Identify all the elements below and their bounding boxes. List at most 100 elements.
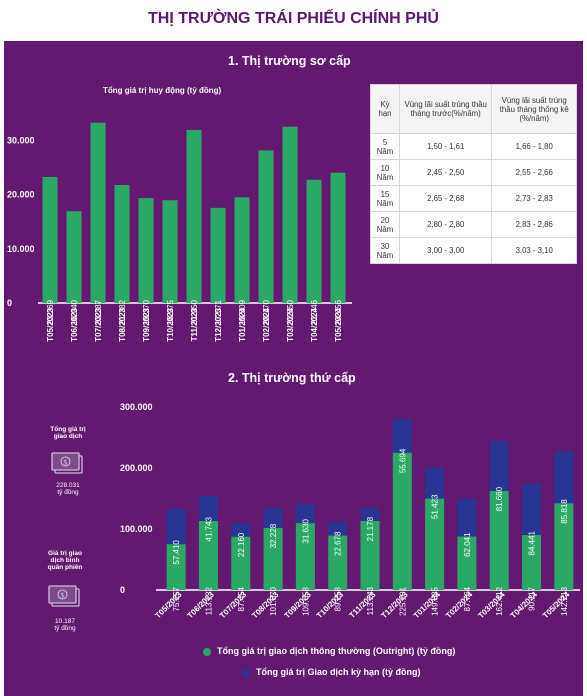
total-trading-value-line1: 228.031 bbox=[56, 482, 80, 489]
data-label-term: 84.441 bbox=[528, 530, 537, 555]
total-trading-value: 228.031 tỷ đồng bbox=[38, 482, 98, 496]
session-average-value-line2: tỷ đồng bbox=[54, 625, 76, 632]
legend-swatch-green bbox=[203, 647, 211, 656]
bar bbox=[330, 172, 346, 303]
data-label-outright: 162.412 bbox=[495, 586, 504, 615]
y-tick-label: 20.000 bbox=[7, 190, 35, 200]
bar-term bbox=[522, 483, 542, 536]
session-average-label-line2: dịch bình bbox=[50, 557, 80, 564]
data-label: 33.287 bbox=[94, 299, 103, 324]
session-average-label: Giá trị giao dịch bình quân phiên bbox=[35, 550, 95, 571]
data-label: 23.269 bbox=[46, 299, 55, 324]
data-label-term: 55.694 bbox=[398, 448, 407, 473]
y-tick-label: 200.000 bbox=[120, 463, 153, 473]
data-label: 32.550 bbox=[286, 299, 295, 324]
total-trading-label-line1: Tổng giá trị bbox=[50, 426, 86, 433]
x-tick-label: T11/2023 bbox=[190, 307, 199, 341]
legend-item-term: Tổng giá trị Giao dịch kỳ hạn (tỷ đồng) bbox=[242, 667, 421, 677]
table-cell-current-rate: 2,83 - 2,86 bbox=[491, 211, 577, 238]
table-cell-term: 5 Năm bbox=[370, 133, 400, 160]
data-label-outright: 90.117 bbox=[528, 586, 537, 610]
data-label-outright: 87.764 bbox=[463, 586, 472, 611]
data-label-outright: 225.101 bbox=[398, 586, 407, 615]
bar bbox=[210, 207, 226, 303]
data-label-term: 21.178 bbox=[366, 516, 375, 541]
legend-label-term: Tổng giá trị Giao dịch kỳ hạn (tỷ đồng) bbox=[256, 667, 421, 677]
bar bbox=[306, 179, 322, 303]
money-icon: $ bbox=[51, 452, 83, 474]
total-trading-value-line2: tỷ đồng bbox=[57, 489, 79, 496]
primary-chart-subtitle: Tổng giá trị huy động (tỷ đồng) bbox=[103, 86, 222, 95]
table-cell-prev-rate: 2,65 - 2,68 bbox=[398, 185, 493, 212]
legend-item-outright: Tổng giá trị giao dịch thông thường (Out… bbox=[203, 646, 455, 656]
y-tick-label: 300.000 bbox=[120, 402, 153, 412]
data-label-outright: 142.213 bbox=[560, 586, 569, 615]
bar bbox=[66, 211, 82, 303]
x-tick-label: T01/2024 bbox=[238, 307, 247, 341]
x-tick-label: T05/2023 bbox=[46, 307, 55, 341]
bar-term bbox=[457, 498, 477, 537]
table-cell-term: 20 Năm bbox=[370, 211, 400, 238]
session-average-label-line1: Giá trị giao bbox=[48, 550, 82, 557]
data-label: 17.571 bbox=[214, 299, 223, 324]
data-label-term: 57.410 bbox=[172, 540, 181, 565]
x-tick-label: T10/2023 bbox=[166, 307, 175, 341]
bar-outright bbox=[392, 452, 412, 590]
x-tick-label: T04/2024 bbox=[310, 307, 319, 341]
bar-outright bbox=[425, 498, 445, 590]
svg-text:$: $ bbox=[60, 592, 64, 600]
x-tick-label: T12/2023 bbox=[214, 307, 223, 341]
bar-term bbox=[166, 509, 186, 545]
data-label-term: 32.228 bbox=[269, 523, 278, 548]
session-average-label-line3: quân phiên bbox=[47, 564, 83, 571]
secondary-section-title: 2. Thị trường thứ cấp bbox=[228, 371, 356, 385]
data-label-term: 62.041 bbox=[463, 532, 472, 557]
x-tick-label: T03/2024 bbox=[286, 307, 295, 341]
bar-outright bbox=[231, 536, 251, 590]
bar bbox=[42, 176, 58, 303]
bar bbox=[282, 126, 298, 303]
column-header-prev-rate: Vùng lãi suất trúng thầu tháng trước(%/n… bbox=[398, 84, 493, 134]
data-label-outright: 89.258 bbox=[334, 586, 343, 611]
bar-outright bbox=[457, 536, 477, 590]
data-label-term: 41.743 bbox=[204, 516, 213, 541]
bar-outright bbox=[522, 535, 542, 590]
data-label-term: 22.160 bbox=[237, 532, 246, 557]
data-label: 21.782 bbox=[118, 299, 127, 324]
bar bbox=[234, 197, 250, 303]
bar bbox=[138, 198, 154, 303]
table-row: 30 Năm 3,00 - 3,00 3,03 - 3,10 bbox=[370, 237, 577, 264]
data-label: 18.975 bbox=[166, 299, 175, 324]
bar-term bbox=[425, 467, 445, 499]
money-icon: $ bbox=[48, 585, 80, 607]
total-trading-label: Tổng giá trị giao dịch bbox=[38, 426, 98, 440]
page-title: THỊ TRƯỜNG TRÁI PHIẾU CHÍNH PHỦ bbox=[148, 10, 439, 27]
bar-term bbox=[231, 523, 251, 537]
table-cell-current-rate: 3,03 - 3,10 bbox=[491, 237, 577, 264]
data-label: 19.370 bbox=[142, 299, 151, 324]
bar-term bbox=[489, 441, 509, 491]
session-average-value-line1: 10.187 bbox=[55, 618, 75, 625]
column-header-term: Kỳ hạn bbox=[370, 84, 400, 134]
bar-outright bbox=[360, 520, 380, 590]
data-label: 28.170 bbox=[262, 299, 271, 324]
x-tick-label: T07/2023 bbox=[94, 307, 103, 341]
data-label-outright: 75.157 bbox=[172, 586, 181, 611]
bar-outright bbox=[263, 527, 283, 590]
table-row: 15 Năm 2,65 - 2,68 2,73 - 2,83 bbox=[370, 185, 577, 212]
bar-outright bbox=[166, 544, 186, 590]
table-header-row: Kỳ hạn Vùng lãi suất trúng thầu tháng tr… bbox=[370, 84, 577, 134]
y-tick-label: 0 bbox=[120, 585, 125, 595]
table-row: 20 Năm 2,80 - 2,80 2,83 - 2,86 bbox=[370, 211, 577, 238]
data-label: 31.950 bbox=[190, 299, 199, 324]
bar-term bbox=[328, 521, 348, 536]
column-header-current-rate: Vùng lãi suất trúng thầu tháng thống kê … bbox=[491, 84, 577, 134]
bar-outright bbox=[489, 490, 509, 590]
bar bbox=[186, 129, 202, 303]
legend-label-outright: Tổng giá trị giao dịch thông thường (Out… bbox=[217, 646, 456, 656]
interest-rate-table: Kỳ hạn Vùng lãi suất trúng thầu tháng tr… bbox=[370, 84, 577, 264]
y-tick-label: 100.000 bbox=[120, 524, 153, 534]
